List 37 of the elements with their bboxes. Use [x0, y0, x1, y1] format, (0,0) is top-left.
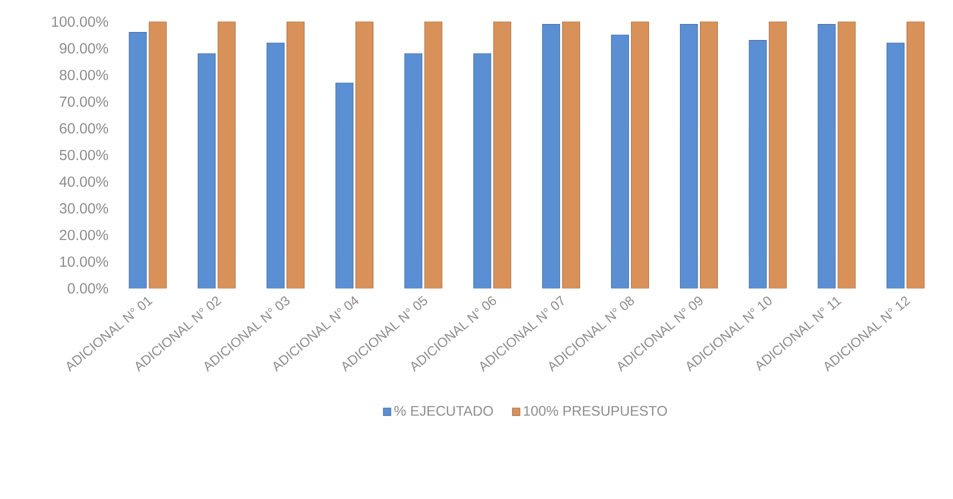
bar — [562, 22, 580, 288]
bar — [493, 22, 512, 288]
y-tick-label: 10.00% — [60, 256, 108, 267]
y-tick-label: 50.00% — [60, 150, 108, 160]
bar — [198, 53, 216, 288]
y-tick-label: 70.00% — [60, 96, 108, 107]
bar — [768, 22, 787, 288]
legend-label: % EJECUTADO — [394, 406, 493, 416]
bar — [680, 24, 698, 288]
y-tick-label: 30.00% — [60, 203, 108, 214]
bar — [148, 22, 167, 288]
bar — [542, 24, 560, 288]
bar — [356, 22, 374, 288]
bar — [218, 22, 236, 288]
bar — [818, 24, 836, 288]
legend-label: 100% PRESUPUESTO — [524, 406, 667, 416]
bar — [631, 22, 649, 288]
bar — [473, 53, 492, 288]
y-tick-label: 0.00% — [68, 283, 108, 294]
y-tick-label: 20.00% — [60, 230, 108, 240]
bar — [266, 42, 284, 288]
y-tick-label: 40.00% — [59, 176, 108, 187]
y-tick-label: 100.00% — [52, 16, 108, 27]
bar — [128, 32, 147, 288]
y-tick-label: 60.00% — [60, 123, 108, 134]
bar — [838, 22, 856, 288]
y-tick-label: 90.00% — [60, 43, 108, 54]
bar — [886, 42, 904, 288]
bar — [700, 22, 718, 288]
bar — [906, 22, 924, 288]
y-tick-label: 80.00% — [60, 70, 108, 80]
bar — [611, 34, 629, 288]
bar — [286, 22, 304, 288]
bar — [404, 53, 422, 288]
bar — [336, 82, 354, 288]
bar — [424, 22, 442, 288]
bar — [748, 40, 767, 288]
